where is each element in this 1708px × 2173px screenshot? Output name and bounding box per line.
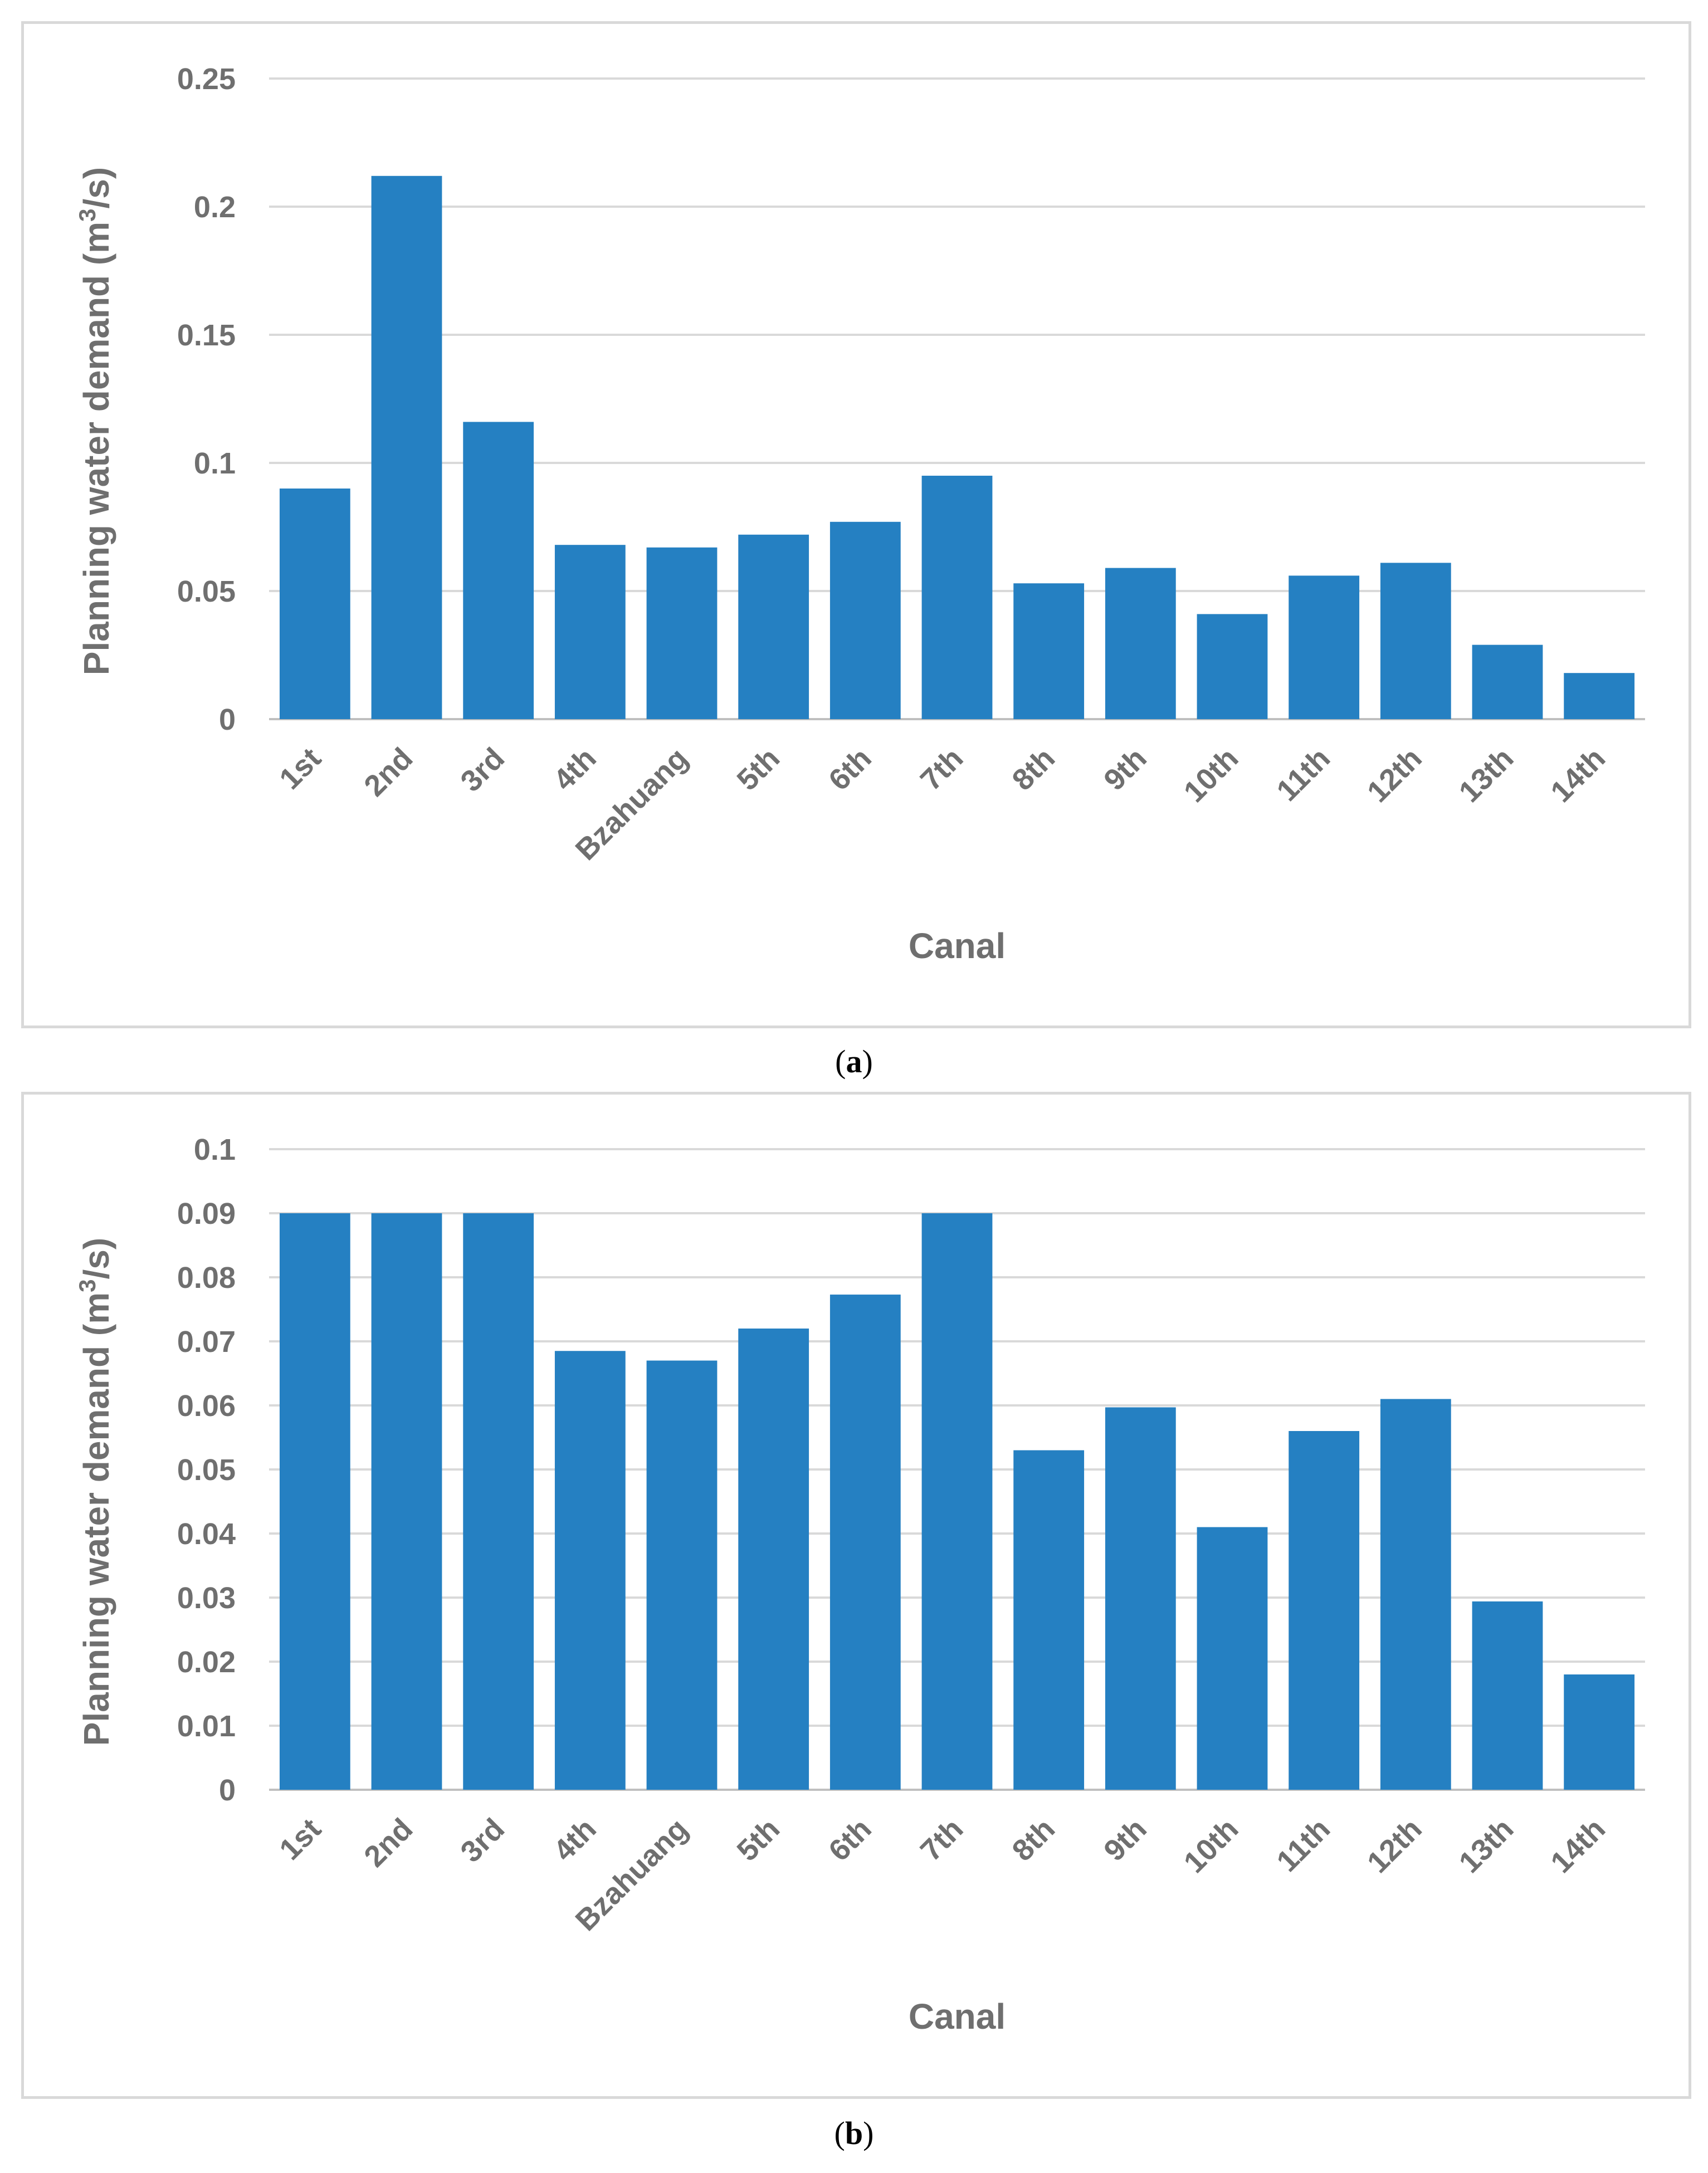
bar-10th — [1197, 1527, 1268, 1790]
y-tick-label: 0.15 — [177, 319, 236, 352]
x-axis-title: Canal — [909, 1996, 1006, 2037]
y-tick-label: 0.05 — [177, 575, 236, 608]
y-tick-label: 0.1 — [194, 1133, 236, 1166]
x-axis-title: Canal — [909, 926, 1006, 966]
x-tick-label: 3rd — [454, 1812, 511, 1869]
caption-b: (b) — [834, 2115, 874, 2151]
bar-11th — [1289, 575, 1360, 719]
x-tick-label: 5th — [730, 741, 786, 797]
y-axis-title-end: /s) — [76, 1238, 116, 1280]
x-tick-label: 8th — [1006, 741, 1061, 797]
y-tick-label: 0.08 — [177, 1261, 236, 1295]
bar-13th — [1472, 644, 1543, 719]
x-tick-label: 10th — [1178, 741, 1245, 809]
bar-12th — [1380, 1399, 1451, 1790]
y-tick-label: 0.01 — [177, 1710, 236, 1743]
x-tick-label: 11th — [1270, 741, 1336, 808]
x-tick-label: 14th — [1544, 1812, 1612, 1879]
x-tick-label: 13th — [1453, 1812, 1520, 1879]
x-tick-label: 7th — [914, 1812, 970, 1868]
bar-4th — [554, 545, 626, 719]
bar-3rd — [463, 1213, 534, 1790]
x-tick-label: 12th — [1361, 1812, 1428, 1879]
bar-13th — [1472, 1601, 1543, 1790]
bar-9th — [1105, 1407, 1176, 1790]
x-tick-label: 7th — [914, 741, 970, 797]
x-tick-label: 6th — [822, 1812, 878, 1868]
y-tick-label: 0.09 — [177, 1197, 236, 1230]
bar-1st — [279, 489, 350, 719]
x-tick-label: 1st — [273, 1812, 328, 1867]
bar-5th — [738, 1329, 809, 1790]
caption-a: (a) — [835, 1043, 873, 1080]
y-tick-label: 0.06 — [177, 1389, 236, 1423]
y-axis-title: Planning water demand (m3/s) — [74, 1238, 116, 1746]
bar-bzahuang — [646, 1360, 718, 1790]
x-tick-label: 3rd — [454, 741, 511, 798]
y-axis-title-main: Planning water demand (m — [76, 222, 116, 675]
x-tick-label: 1st — [273, 741, 328, 796]
y-tick-label: 0.05 — [177, 1453, 236, 1487]
bar-8th — [1013, 583, 1085, 719]
bar-2nd — [371, 1213, 442, 1790]
bar-bzahuang — [646, 547, 718, 719]
bar-12th — [1380, 563, 1451, 719]
x-tick-label: 12th — [1361, 741, 1428, 809]
bar-5th — [738, 534, 809, 719]
bar-14th — [1564, 1674, 1635, 1790]
y-tick-label: 0.2 — [194, 191, 236, 224]
x-tick-label: 4th — [547, 741, 603, 797]
bar-10th — [1197, 614, 1268, 719]
y-tick-label: 0.04 — [177, 1517, 236, 1551]
x-tick-label: 11th — [1270, 1812, 1336, 1878]
y-axis-title-main: Planning water demand (m — [76, 1292, 116, 1746]
bar-2nd — [371, 175, 442, 719]
caption-a-letter: a — [846, 1043, 862, 1080]
bar-7th — [921, 1213, 993, 1790]
bar-6th — [829, 1295, 901, 1790]
caption-b-letter: b — [845, 2115, 863, 2151]
x-tick-label: 9th — [1097, 1812, 1153, 1868]
bar-1st — [279, 1213, 350, 1790]
x-tick-label: 6th — [822, 741, 878, 797]
bar-14th — [1564, 673, 1635, 719]
y-axis-title: Planning water demand (m3/s) — [74, 167, 116, 675]
bar-11th — [1289, 1431, 1360, 1790]
x-tick-label: 2nd — [358, 1812, 419, 1873]
y-tick-label: 0.03 — [177, 1581, 236, 1615]
x-tick-label: 10th — [1178, 1812, 1245, 1879]
x-tick-label: 5th — [730, 1812, 786, 1868]
y-tick-label: 0.1 — [194, 447, 236, 480]
bar-6th — [829, 521, 901, 719]
y-tick-label: 0.07 — [177, 1325, 236, 1359]
bar-9th — [1105, 568, 1176, 719]
bar-7th — [921, 476, 993, 719]
bar-chart-b: 0 0.01 0.02 0.03 0.04 0.05 0.06 0.07 0.08 0.09 0.1… — [74, 1133, 1645, 2037]
y-tick-label: 0.25 — [177, 62, 236, 96]
x-tick-label: 9th — [1097, 741, 1153, 797]
x-tick-label: 4th — [547, 1812, 603, 1868]
y-axis-title-superscript: 3 — [74, 1279, 100, 1292]
chart-panel-b: 0 0.01 0.02 0.03 0.04 0.05 0.06 0.07 0.08 0.09 0.1… — [21, 1092, 1691, 2099]
bar-3rd — [463, 422, 534, 719]
y-axis-title-end: /s) — [76, 167, 116, 209]
bar-4th — [554, 1351, 626, 1790]
y-axis-title-superscript: 3 — [74, 208, 100, 221]
chart-panel-a: 0 0.05 0.1 0.15 0.2 0.25 1st 2nd 3rd 4th Bzahuang 5… — [21, 21, 1691, 1028]
x-tick-label: 14th — [1544, 741, 1612, 809]
y-tick-label: 0 — [219, 703, 236, 736]
x-tick-label: 13th — [1453, 741, 1520, 809]
y-tick-label: 0 — [219, 1774, 236, 1807]
x-tick-label: 2nd — [358, 741, 419, 803]
y-tick-label: 0.02 — [177, 1645, 236, 1679]
x-tick-label: 8th — [1006, 1812, 1061, 1868]
bar-8th — [1013, 1450, 1085, 1790]
